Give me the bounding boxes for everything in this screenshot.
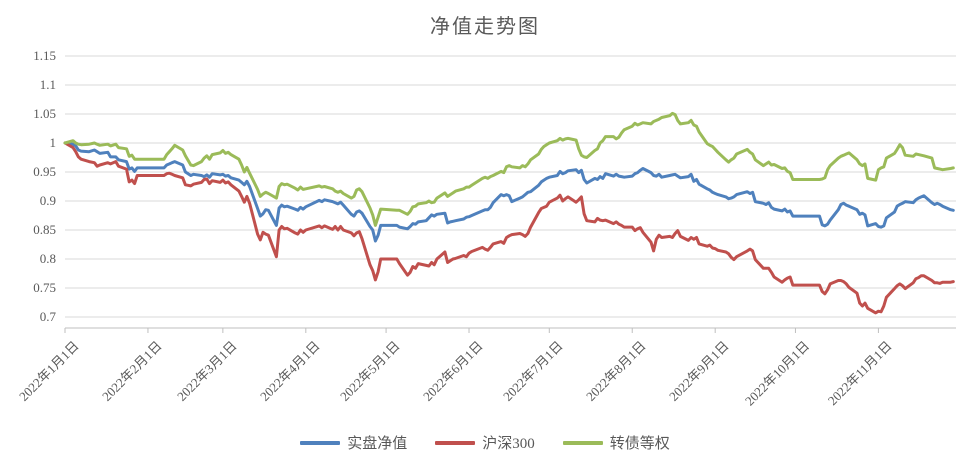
series-line-2 [63, 111, 955, 227]
y-axis-tick-label: 0.7 [39, 309, 56, 324]
legend-swatch-red-line [435, 440, 476, 445]
y-axis-tick-label: 1.1 [39, 77, 56, 92]
legend-label: 实盘净值 [347, 436, 408, 452]
legend-label: 沪深300 [482, 436, 535, 452]
legend: 实盘净值 沪深300 转债等权 [0, 432, 970, 453]
legend-item-zhuanzhai-dengquan[interactable]: 转债等权 [562, 432, 670, 453]
y-axis-tick-label: 0.75 [33, 280, 56, 295]
y-axis-tick-label: 0.85 [33, 222, 56, 237]
y-axis-tick-label: 0.8 [39, 251, 56, 266]
legend-item-hushen300[interactable]: 沪深300 [435, 432, 535, 453]
series-line-1 [63, 141, 955, 315]
y-axis-tick-label: 0.9 [39, 193, 56, 208]
legend-label: 转债等权 [609, 436, 670, 452]
y-axis-tick-label: 0.95 [33, 164, 56, 179]
y-axis-tick-label: 1.15 [33, 48, 56, 63]
legend-item-shipan-jingzhi[interactable]: 实盘净值 [300, 432, 407, 453]
series-line-0 [63, 141, 955, 243]
y-axis-tick-label: 1.05 [33, 106, 56, 121]
legend-swatch-blue-line [300, 440, 341, 445]
legend-swatch-green-line [562, 440, 603, 445]
y-axis-tick-label: 1 [49, 135, 57, 150]
chart-title: 净值走势图 [430, 16, 540, 38]
